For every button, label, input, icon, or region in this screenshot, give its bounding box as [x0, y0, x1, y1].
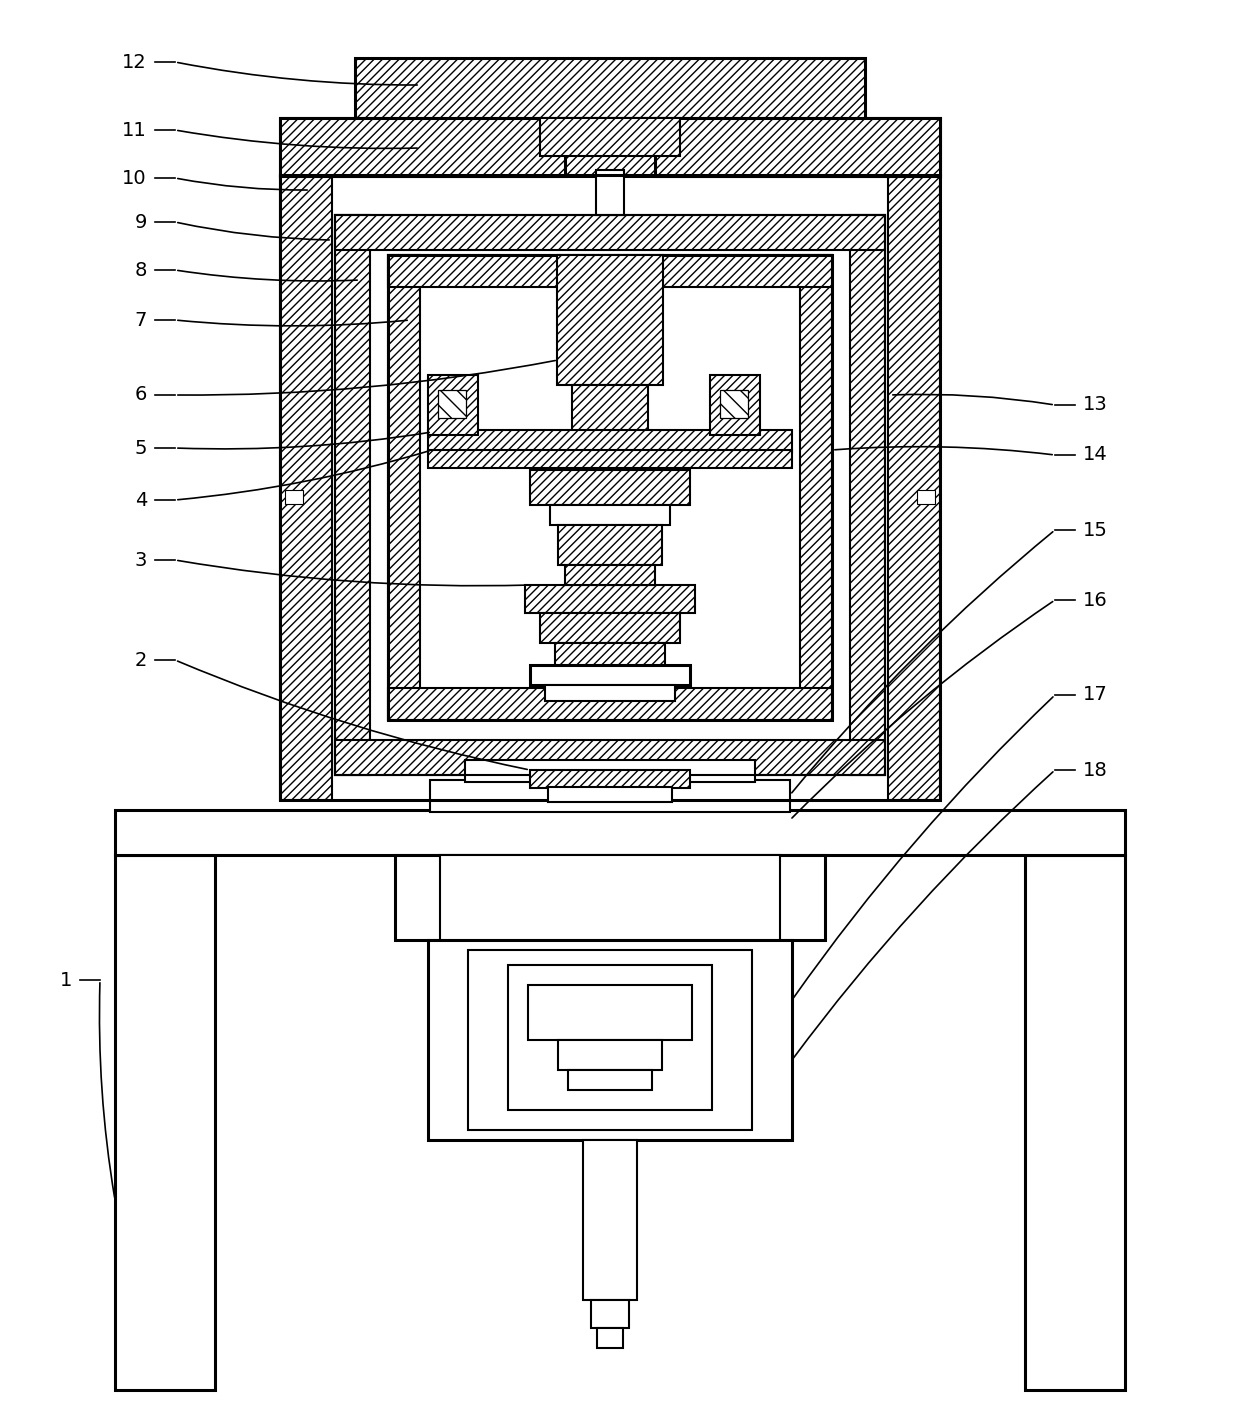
Bar [428, 430, 792, 453]
Bar [1025, 854, 1125, 1390]
Text: 4: 4 [135, 491, 148, 509]
Bar [115, 809, 1125, 854]
Bar [546, 685, 675, 701]
Bar [428, 375, 477, 436]
Bar [280, 175, 332, 799]
Bar [388, 255, 832, 721]
Bar [388, 255, 832, 288]
Text: 1: 1 [60, 970, 72, 990]
Bar [335, 214, 885, 250]
Bar [849, 214, 885, 776]
Text: 11: 11 [123, 120, 148, 140]
Bar [440, 854, 780, 940]
Bar [583, 1141, 637, 1300]
Text: 5: 5 [134, 439, 148, 457]
Bar [335, 214, 370, 776]
Bar [655, 118, 940, 176]
Bar [388, 688, 832, 721]
Bar [335, 740, 885, 776]
Bar [428, 940, 792, 1141]
Bar [525, 585, 694, 613]
Bar [548, 787, 672, 802]
Text: 18: 18 [1083, 760, 1107, 780]
Bar [465, 760, 755, 783]
Bar [565, 565, 655, 585]
Bar [280, 118, 940, 176]
Bar [528, 986, 692, 1041]
Bar [711, 375, 760, 436]
Text: 15: 15 [1083, 520, 1107, 540]
Text: 3: 3 [135, 550, 148, 570]
Text: 7: 7 [135, 310, 148, 330]
Bar [557, 255, 663, 385]
Bar [438, 391, 466, 417]
Text: 13: 13 [1083, 395, 1107, 415]
Bar [388, 255, 420, 721]
Text: 2: 2 [135, 650, 148, 670]
Bar [285, 491, 303, 503]
Bar [572, 385, 649, 436]
Bar [529, 770, 689, 788]
Bar [355, 58, 866, 120]
Bar [888, 175, 940, 799]
Bar [539, 613, 680, 643]
Bar [529, 666, 689, 685]
Text: 12: 12 [123, 52, 148, 72]
Bar [430, 780, 790, 812]
Text: 8: 8 [135, 261, 148, 279]
Bar [591, 1300, 629, 1328]
Text: 6: 6 [135, 385, 148, 405]
Bar [335, 214, 885, 776]
Bar [428, 450, 792, 468]
Bar [508, 964, 712, 1110]
Bar [558, 1041, 662, 1070]
Bar [596, 1328, 622, 1348]
Bar [558, 525, 662, 565]
Bar [568, 1070, 652, 1090]
Bar [800, 255, 832, 721]
Bar [467, 950, 751, 1129]
Bar [918, 491, 935, 503]
Bar [115, 854, 215, 1390]
Bar [556, 643, 665, 666]
Text: 10: 10 [123, 169, 148, 188]
Bar [565, 118, 655, 171]
Text: 16: 16 [1083, 591, 1107, 609]
Text: 9: 9 [135, 213, 148, 231]
Bar [596, 171, 624, 214]
Bar [720, 391, 748, 417]
Bar [529, 470, 689, 505]
Bar [280, 118, 565, 176]
Bar [280, 175, 940, 799]
Text: 14: 14 [1083, 446, 1107, 464]
Bar [396, 854, 825, 940]
Bar [539, 118, 680, 157]
Text: 17: 17 [1083, 685, 1107, 705]
Bar [551, 505, 670, 525]
